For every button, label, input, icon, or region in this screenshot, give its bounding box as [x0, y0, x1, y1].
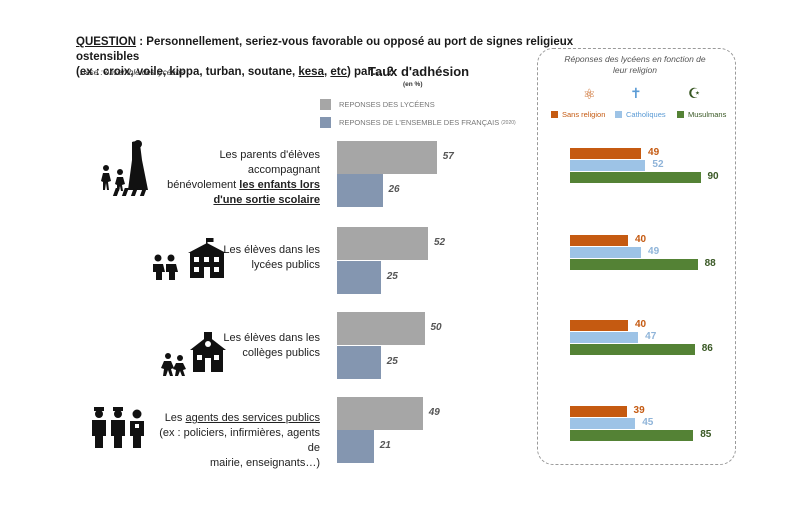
category-text-part: Les élèves dans les: [223, 332, 320, 344]
category-label-lycees: Les élèves dans les lycées publics: [145, 243, 320, 273]
bar-catholiques-colleges: [570, 332, 639, 343]
legend-label-catholiques: Catholiques: [626, 110, 666, 119]
category-text-part: Les parents d'élèves accompagnant: [219, 149, 320, 176]
value-label-musulmans-lycees: 88: [704, 258, 716, 269]
category-text-part: Les: [164, 412, 186, 424]
value-label-lyceens-colleges: 50: [430, 322, 442, 333]
value-label-sans-religion-lycees: 40: [635, 234, 647, 245]
legend-swatch-francais: [320, 117, 331, 128]
value-label-lyceens-sortie-scolaire: 57: [442, 151, 454, 162]
legend-sup-francais: (2020): [501, 119, 516, 126]
question-etc: etc: [330, 66, 347, 78]
legend-label-francais: REPONSES DE L'ENSEMBLE DES FRANÇAIS: [339, 118, 500, 127]
legend-swatch-catholiques: [615, 111, 622, 118]
value-label-francais-colleges: 25: [386, 356, 398, 367]
religion-panel-title: Réponses des lycéens en fonction de leur…: [564, 54, 706, 75]
public-service-agents-icon: [92, 407, 144, 448]
question-line2-c: ) par… ?: [347, 66, 394, 78]
question-line1: : Personnellement, seriez-vous favorable…: [76, 36, 574, 63]
cross-icon: ✝: [630, 85, 642, 101]
category-text-part: bénévolement: [167, 179, 240, 191]
bar-sans-religion-sortie-scolaire: [570, 148, 642, 159]
religion-panel: [537, 48, 736, 465]
category-text-part: mairie, enseignants…): [209, 457, 320, 469]
bar-sans-religion-services-publics: [570, 406, 627, 417]
question-text: QUESTION : Personnellement, seriez-vous …: [76, 35, 596, 80]
bar-lyceens-colleges: [337, 312, 425, 345]
bar-francais-services-publics: [337, 430, 374, 463]
question-label: QUESTION: [76, 36, 137, 48]
category-label-sortie-scolaire: Les parents d'élèves accompagnant bénévol…: [145, 148, 320, 208]
value-label-francais-services-publics: 21: [379, 440, 391, 451]
bar-catholiques-lycees: [570, 247, 642, 258]
legend-item-francais: REPONSES DE L'ENSEMBLE DES FRANÇAIS (2020…: [320, 117, 516, 128]
category-label-services-publics: Les agents des services publics (ex : pol…: [145, 411, 320, 471]
legend-swatch-lyceens: [320, 99, 331, 110]
legend-item-lyceens: REPONSES DES LYCÉENS: [320, 99, 435, 110]
legend-label-musulmans: Musulmans: [688, 110, 727, 119]
bar-lyceens-services-publics: [337, 397, 423, 430]
bar-lyceens-lycees: [337, 227, 428, 260]
bar-musulmans-colleges: [570, 344, 695, 355]
chart-title: Taux d'adhésion: [368, 64, 470, 79]
value-label-catholiques-services-publics: 45: [642, 417, 654, 428]
value-label-francais-sortie-scolaire: 26: [388, 184, 400, 195]
bar-catholiques-sortie-scolaire: [570, 160, 646, 171]
value-label-lyceens-services-publics: 49: [428, 407, 440, 418]
legend-item-musulmans: Musulmans: [677, 110, 726, 119]
value-label-musulmans-colleges: 86: [701, 343, 713, 354]
category-text-part: d'une sortie scolaire: [213, 194, 320, 206]
bar-sans-religion-lycees: [570, 235, 628, 246]
category-text-part: Les élèves dans les: [223, 244, 320, 256]
question-line2-a: (ex : croix, voile, kippa, turban, souta…: [76, 66, 299, 78]
value-label-sans-religion-services-publics: 39: [633, 405, 645, 416]
bar-catholiques-services-publics: [570, 418, 636, 429]
category-text-part: agents des services publics: [185, 412, 320, 424]
legend-label-lyceens: REPONSES DES LYCÉENS: [339, 100, 435, 109]
category-label-colleges: Les élèves dans les collèges publics: [145, 331, 320, 361]
value-label-catholiques-sortie-scolaire: 52: [652, 159, 664, 170]
bar-sans-religion-colleges: [570, 320, 628, 331]
bar-francais-sortie-scolaire: [337, 174, 383, 207]
category-text-part: collèges publics: [242, 347, 320, 359]
atom-icon: ⚛: [583, 86, 596, 102]
value-label-catholiques-colleges: 47: [645, 331, 657, 342]
value-label-catholiques-lycees: 49: [648, 246, 660, 257]
bar-francais-lycees: [337, 261, 381, 294]
bar-musulmans-lycees: [570, 259, 698, 270]
value-label-francais-lycees: 25: [386, 271, 398, 282]
question-line2-b: ,: [323, 66, 331, 78]
bar-francais-colleges: [337, 346, 381, 379]
category-text-part: les enfants lors: [239, 179, 320, 191]
bar-musulmans-sortie-scolaire: [570, 172, 701, 183]
parents-children-crossing-icon: [101, 140, 148, 196]
college-building-icon: [161, 332, 226, 376]
value-label-lyceens-lycees: 52: [434, 237, 446, 248]
value-label-sans-religion-colleges: 40: [635, 319, 647, 330]
base-note: Base : ensemble des lycéens: [80, 68, 185, 77]
category-text-part: lycées publics: [251, 259, 320, 271]
legend-item-sans-religion: Sans religion: [551, 110, 605, 119]
legend-item-catholiques: Catholiques: [615, 110, 666, 119]
value-label-sans-religion-sortie-scolaire: 49: [648, 147, 660, 158]
lycee-building-icon: [153, 238, 226, 280]
bar-musulmans-services-publics: [570, 430, 694, 441]
value-label-musulmans-sortie-scolaire: 90: [707, 171, 719, 182]
chart-subtitle: (en %): [403, 81, 423, 88]
crescent-icon: ☪: [688, 85, 701, 101]
question-kesa: kesa: [298, 66, 324, 78]
value-label-musulmans-services-publics: 85: [700, 429, 712, 440]
legend-swatch-musulmans: [677, 111, 684, 118]
legend-label-sans-religion: Sans religion: [562, 110, 606, 119]
legend-swatch-sans-religion: [551, 111, 558, 118]
category-text-part: (ex : policiers, infirmières, agents de: [159, 427, 320, 454]
bar-lyceens-sortie-scolaire: [337, 141, 437, 174]
